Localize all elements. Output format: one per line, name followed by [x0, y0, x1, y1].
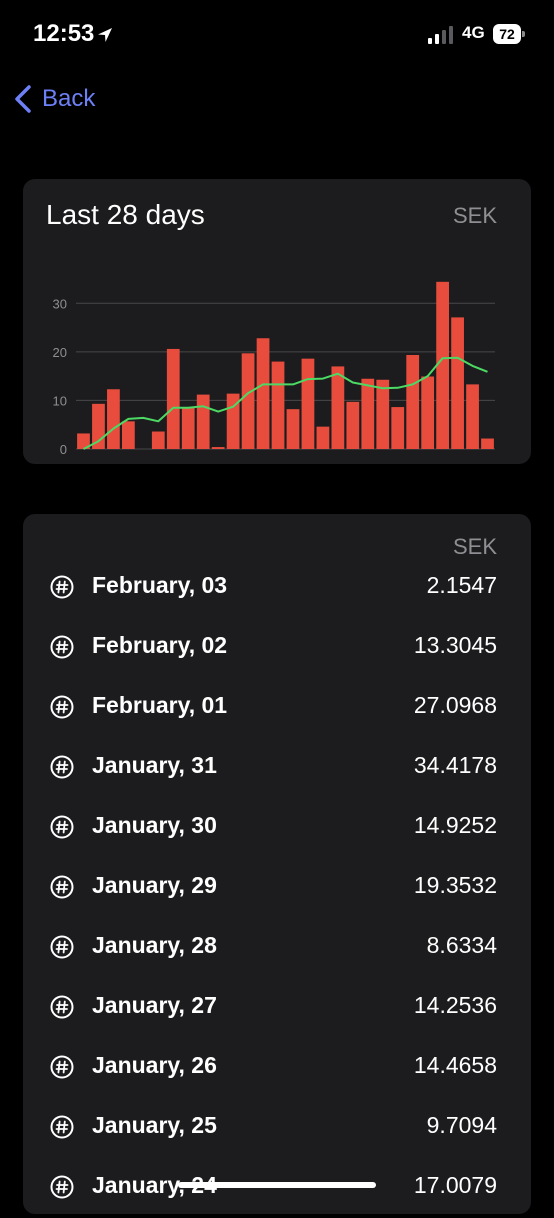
list-item[interactable]: February, 02 13.3045: [23, 618, 531, 678]
chart-bar: [451, 317, 464, 449]
list-item-date: January, 27: [92, 992, 217, 1018]
list-item-date: January, 26: [92, 1052, 217, 1078]
location-arrow-icon: [98, 28, 112, 42]
list-item[interactable]: January, 25 9.7094: [23, 1098, 531, 1158]
list-item-date: January, 29: [92, 872, 217, 898]
list-item-amount: 2.1547: [426, 572, 497, 598]
battery-icon: 72: [493, 24, 525, 44]
list-item-date: January, 31: [92, 752, 217, 778]
status-time: 12:53: [33, 20, 95, 47]
network-type: 4G: [462, 23, 485, 42]
chart-bar: [316, 426, 330, 449]
chevron-left-icon: [15, 85, 31, 113]
status-bar: 12:53 4G 72: [0, 0, 554, 70]
back-label: Back: [42, 85, 96, 112]
list-item[interactable]: February, 03 2.1547: [23, 558, 531, 618]
list-item-amount: 14.2536: [413, 992, 497, 1018]
hash-circle-icon: [50, 995, 74, 1019]
chart-title: Last 28 days: [46, 199, 205, 230]
list-item[interactable]: February, 01 27.0968: [23, 678, 531, 738]
chart-bar: [361, 378, 375, 449]
chart-bar: [211, 447, 225, 449]
list-item[interactable]: January, 30 14.9252: [23, 798, 531, 858]
hash-circle-icon: [50, 1055, 74, 1079]
chart-bar: [181, 407, 195, 449]
chart-bar: [346, 401, 360, 449]
chart-bar: [391, 407, 405, 449]
list-item[interactable]: January, 31 34.4178: [23, 738, 531, 798]
chart-bar: [436, 281, 450, 449]
chart-bar: [331, 366, 345, 449]
chart-bar: [241, 353, 255, 449]
chart-bar: [466, 384, 479, 449]
list-item-amount: 9.7094: [426, 1112, 497, 1138]
chart-bar: [271, 361, 285, 449]
list-item-amount: 17.0079: [413, 1172, 497, 1198]
list-item-amount: 14.9252: [413, 812, 497, 838]
chart-bar: [406, 354, 420, 449]
chart-bar: [77, 433, 90, 449]
chart-bar: [481, 438, 494, 449]
hash-circle-icon: [50, 695, 74, 719]
home-indicator[interactable]: [178, 1182, 376, 1188]
hash-circle-icon: [50, 575, 74, 599]
chart-bar: [121, 421, 135, 449]
bar-chart: 0 10 20 30: [53, 281, 495, 457]
chart-bar: [166, 348, 180, 449]
list-item-amount: 13.3045: [413, 632, 497, 658]
battery-level: 72: [493, 24, 521, 44]
chart-bar: [151, 431, 165, 449]
list-item-date: January, 25: [92, 1112, 217, 1138]
chart-currency: SEK: [452, 203, 497, 228]
y-tick-label: 30: [53, 296, 67, 311]
list-item[interactable]: January, 27 14.2536: [23, 978, 531, 1038]
list-item[interactable]: January, 29 19.3532: [23, 858, 531, 918]
chart-bar: [421, 376, 435, 449]
hash-circle-icon: [50, 1115, 74, 1139]
list-item-date: January, 30: [92, 812, 217, 838]
list-item-date: February, 01: [92, 692, 228, 718]
list-item[interactable]: January, 26 14.4658: [23, 1038, 531, 1098]
hash-circle-icon: [50, 935, 74, 959]
y-tick-label: 20: [53, 345, 67, 360]
chart-card: Last 28 days SEK 0 10 20 30: [23, 179, 531, 464]
chart-bar: [301, 358, 315, 449]
list-item-amount: 27.0968: [413, 692, 497, 718]
chart-bar: [107, 389, 120, 449]
back-button[interactable]: Back: [12, 82, 95, 116]
list-item[interactable]: January, 24 17.0079: [23, 1158, 531, 1218]
hash-circle-icon: [50, 1175, 74, 1199]
hash-circle-icon: [50, 815, 74, 839]
average-line: [83, 356, 488, 450]
list-item[interactable]: January, 28 8.6334: [23, 918, 531, 978]
list-item-date: February, 03: [92, 572, 228, 598]
list-item-date: January, 28: [92, 932, 217, 958]
hash-circle-icon: [50, 875, 74, 899]
list-item-amount: 34.4178: [413, 752, 497, 778]
hash-circle-icon: [50, 755, 74, 779]
hash-circle-icon: [50, 635, 74, 659]
chart-bar: [256, 338, 270, 449]
list-item-date: February, 02: [92, 632, 228, 658]
chart-bar: [376, 379, 390, 449]
battery-nub: [522, 31, 525, 37]
list-currency: SEK: [452, 534, 497, 559]
list-item-amount: 14.4658: [413, 1052, 497, 1078]
cellular-signal-icon: [428, 26, 453, 44]
chart-bar: [196, 394, 210, 449]
chart-bar: [286, 409, 300, 449]
y-tick-label: 0: [60, 442, 67, 457]
daily-list-card: SEK February, 03 2.1547 February, 02 13.304…: [23, 514, 531, 1214]
y-tick-label: 10: [53, 393, 67, 408]
list-item-amount: 8.6334: [426, 932, 497, 958]
list-item-amount: 19.3532: [413, 872, 497, 898]
